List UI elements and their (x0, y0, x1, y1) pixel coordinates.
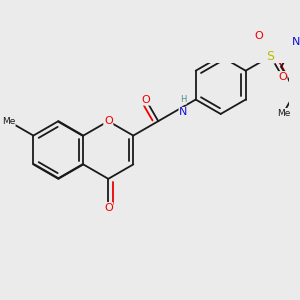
Text: S: S (267, 50, 274, 63)
Text: O: O (278, 72, 287, 82)
Text: N: N (179, 107, 188, 117)
Text: O: O (142, 95, 150, 105)
Text: Me: Me (277, 109, 290, 118)
Text: H: H (180, 95, 186, 104)
Text: O: O (254, 31, 263, 41)
Text: N: N (291, 37, 300, 47)
Text: O: O (104, 116, 113, 126)
Text: O: O (104, 203, 113, 213)
Text: Me: Me (2, 117, 15, 126)
